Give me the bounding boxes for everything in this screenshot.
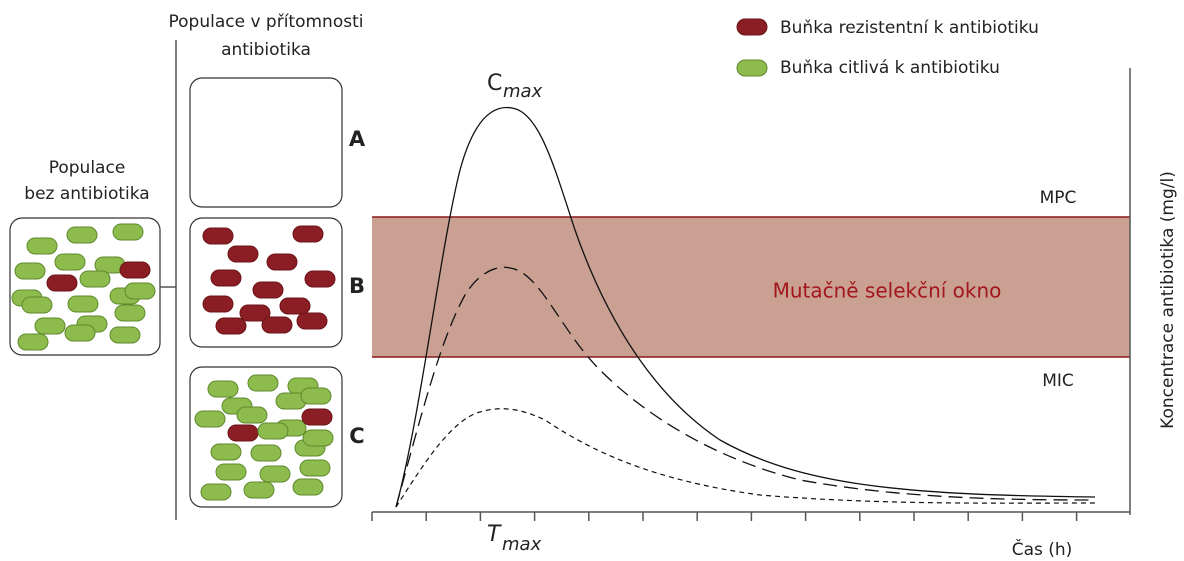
cell: [14, 262, 46, 280]
cell: [227, 245, 259, 263]
x-ticks: [371, 512, 1078, 521]
scenario-label: A: [349, 127, 366, 151]
middle-title: Populace v přítomnosti: [169, 12, 364, 32]
cell: [207, 380, 239, 398]
middle-title: antibiotika: [221, 40, 311, 60]
window-label: Mutačně selekční okno: [773, 279, 1002, 303]
cell: [247, 374, 279, 392]
scenario-label: B: [349, 274, 365, 298]
cell: [210, 443, 242, 461]
cell: [119, 261, 151, 279]
cell: [259, 465, 291, 483]
cell: [64, 324, 96, 342]
mpc-label: MPC: [1040, 188, 1077, 208]
cell: [112, 223, 144, 241]
cell: [34, 317, 66, 335]
cell: [304, 270, 336, 288]
cell: [261, 316, 293, 334]
cell: [279, 297, 311, 315]
cell: [200, 483, 232, 501]
cell: [236, 406, 268, 424]
legend-label: Buňka citlivá k antibiotiku: [780, 58, 1000, 78]
population-box: [189, 77, 343, 208]
cell: [26, 237, 58, 255]
mic-label: MIC: [1042, 371, 1074, 391]
cell: [17, 333, 49, 351]
cell: [250, 444, 282, 462]
curve-medium: [395, 266, 1096, 508]
cell: [299, 459, 331, 477]
cell: [292, 478, 324, 496]
cell: [227, 424, 259, 442]
cmax-symbol: C: [487, 71, 502, 96]
cell: [252, 281, 284, 299]
legend-label: Buňka rezistentní k antibiotiku: [780, 18, 1039, 38]
cell: [79, 270, 111, 288]
cell: [109, 326, 141, 344]
left-title: bez antibiotika: [24, 184, 149, 204]
cells: [11, 223, 336, 501]
tmax-subscript: max: [502, 534, 542, 555]
cell: [194, 410, 226, 428]
cell: [46, 274, 78, 292]
cell: [257, 422, 289, 440]
cell: [210, 269, 242, 287]
cell: [66, 226, 98, 244]
cell: [243, 481, 275, 499]
cell: [54, 253, 86, 271]
selection-window: [372, 217, 1130, 357]
cell: [124, 282, 156, 300]
cell: [215, 317, 247, 335]
legend-swatch: [736, 18, 768, 36]
curve-low: [395, 408, 1096, 508]
cell: [215, 463, 247, 481]
cell: [300, 387, 332, 405]
cell: [302, 429, 334, 447]
left-title: Populace: [49, 158, 126, 178]
y-axis-label: Koncentrace antibiotika (mg/l): [1158, 171, 1178, 429]
cell: [202, 227, 234, 245]
cell: [239, 304, 271, 322]
cell: [202, 295, 234, 313]
cell: [21, 296, 53, 314]
cell: [301, 408, 333, 426]
cell: [296, 312, 328, 330]
x-axis-label: Čas (h): [1012, 538, 1073, 560]
cell: [292, 225, 324, 243]
cell: [266, 253, 298, 271]
tmax-symbol: T: [487, 522, 502, 547]
curve-high: [395, 106, 1096, 508]
cmax-subscript: max: [503, 81, 543, 102]
scenario-label: C: [349, 424, 364, 448]
cell: [114, 304, 146, 322]
legend-swatch: [736, 59, 768, 77]
cell: [67, 295, 99, 313]
